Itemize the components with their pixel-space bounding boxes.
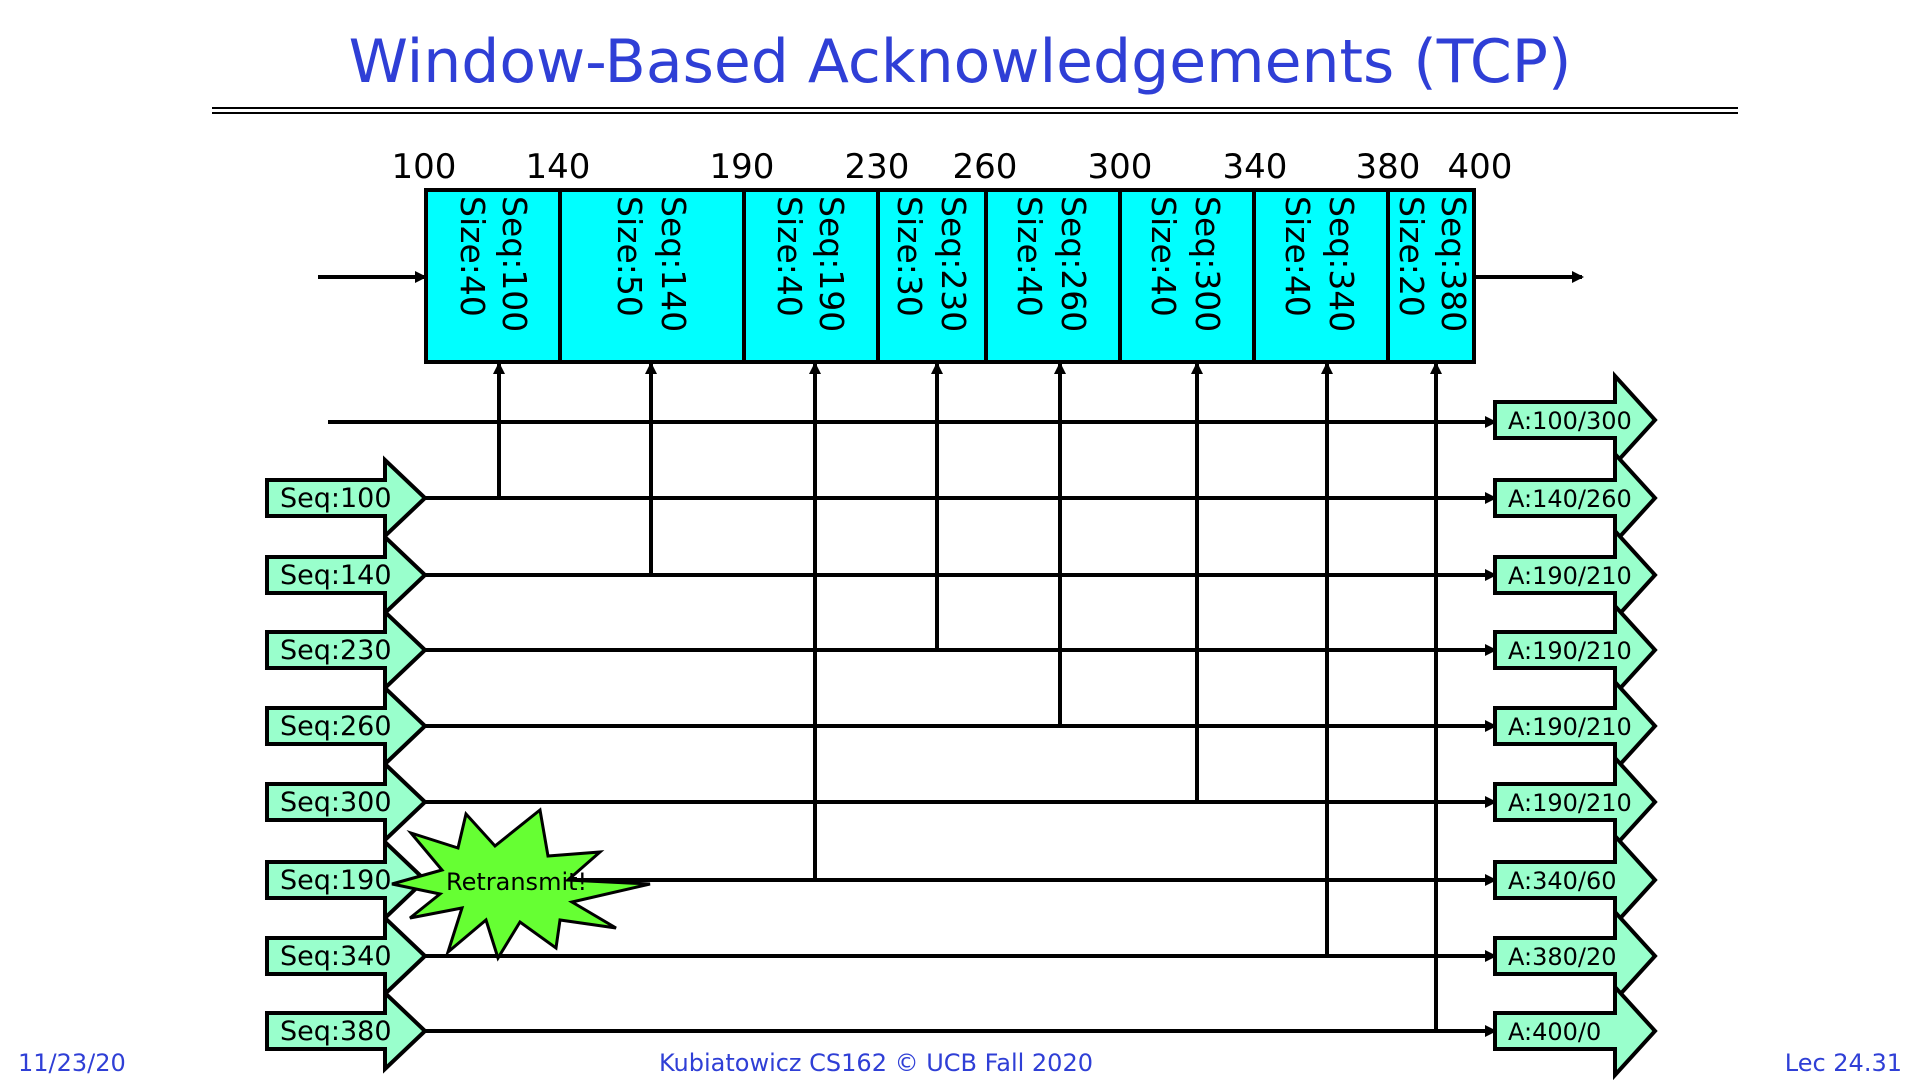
footer-course: Kubiatowicz CS162 © UCB Fall 2020 [659,1049,1093,1077]
ack-arrow [1493,981,1658,1080]
segment-seq-label: Seq:230 [934,196,973,332]
segment-seq-label: Seq:140 [654,196,693,332]
send-arrow-label: Seq:230 [280,635,392,666]
tick-label: 340 [1223,147,1288,187]
tick-label: 400 [1448,147,1513,187]
segment-size-label: Size:40 [453,196,492,317]
segment-seq-label: Seq:300 [1188,196,1227,332]
send-arrow [265,988,428,1074]
send-arrow [265,532,428,618]
send-arrow-label: Seq:300 [280,787,392,818]
ack-arrow-label: A:140/260 [1508,485,1632,513]
send-arrow-label: Seq:140 [280,560,392,591]
send-arrow [265,759,428,845]
send-arrow [265,607,428,693]
ack-arrow-label: A:340/60 [1508,867,1617,895]
segment-seq-label: Seq:100 [495,196,534,332]
ack-arrow-label: A:100/300 [1508,407,1632,435]
ack-arrow [1493,906,1658,1006]
retransmit-label: Retransmit! [446,868,587,896]
timeline-lines [328,416,1497,1037]
ack-arrow [1493,676,1658,776]
segment-box [876,188,988,364]
footer-date: 11/23/20 [18,1049,126,1077]
segment-seq-label: Seq:190 [812,196,851,332]
retransmit-burst: Retransmit! [391,807,651,962]
ack-arrow [1493,600,1658,700]
sent-segments: Seq:100 Seq:140 Seq:230 Seq:260 Seq:300 … [265,455,428,1074]
burst-shape [391,807,651,962]
tick-label: 380 [1356,147,1421,187]
segment-box [424,188,562,364]
tick-label: 100 [392,147,457,187]
send-arrow-label: Seq:100 [280,483,392,514]
segment-size-label: Size:40 [1144,196,1183,317]
segment-box [984,188,1122,364]
segment-size-label: Size:20 [1392,196,1431,317]
slide-title: Window-Based Acknowledgements (TCP) [349,27,1572,97]
ack-arrow [1493,830,1658,930]
ack-arrow [1493,370,1658,470]
segment-box [742,188,880,364]
segment-size-label: Size:50 [610,196,649,317]
tick-label: 260 [953,147,1018,187]
send-arrow-label: Seq:340 [280,941,392,972]
ack-arrow-label: A:190/210 [1508,562,1632,590]
receive-buffer: Seq:100 Size:40 Seq:140 Size:50 Seq:190 … [424,188,1476,364]
ack-arrows: A:100/300 A:140/260 A:190/210 A:190/210 … [1493,370,1658,1080]
segment-seq-label: Seq:260 [1054,196,1093,332]
ack-arrow [1493,525,1658,625]
delivery-arrows [493,362,1442,1031]
send-arrow [265,683,428,769]
tick-label: 230 [845,147,910,187]
segment-size-label: Size:40 [1010,196,1049,317]
send-arrow [265,455,428,541]
send-arrow-label: Seq:380 [280,1016,392,1047]
segment-size-label: Size:30 [890,196,929,317]
ack-arrow [1493,448,1658,548]
tick-label: 140 [526,147,591,187]
ack-arrow-label: A:380/20 [1508,943,1617,971]
ack-arrow-label: A:190/210 [1508,789,1632,817]
footer-lecture: Lec 24.31 [1785,1049,1902,1077]
segment-seq-label: Seq:340 [1322,196,1361,332]
segment-box [558,188,746,364]
tick-label: 300 [1088,147,1153,187]
send-arrow [265,913,428,999]
segment-size-label: Size:40 [1278,196,1317,317]
segment-size-label: Size:40 [770,196,809,317]
ack-arrow [1493,752,1658,852]
tick-label: 190 [710,147,775,187]
segment-seq-label: Seq:380 [1434,196,1473,332]
send-arrow-label: Seq:260 [280,711,392,742]
segment-box [1252,188,1390,364]
send-arrow [265,837,428,923]
ack-arrow-label: A:400/0 [1508,1018,1601,1046]
ack-arrow-label: A:190/210 [1508,713,1632,741]
send-arrow-label: Seq:190 [280,865,392,896]
ack-arrow-label: A:190/210 [1508,637,1632,665]
segment-box [1118,188,1256,364]
sequence-ticks: 100 140 190 230 260 300 340 380 400 [392,147,1513,187]
